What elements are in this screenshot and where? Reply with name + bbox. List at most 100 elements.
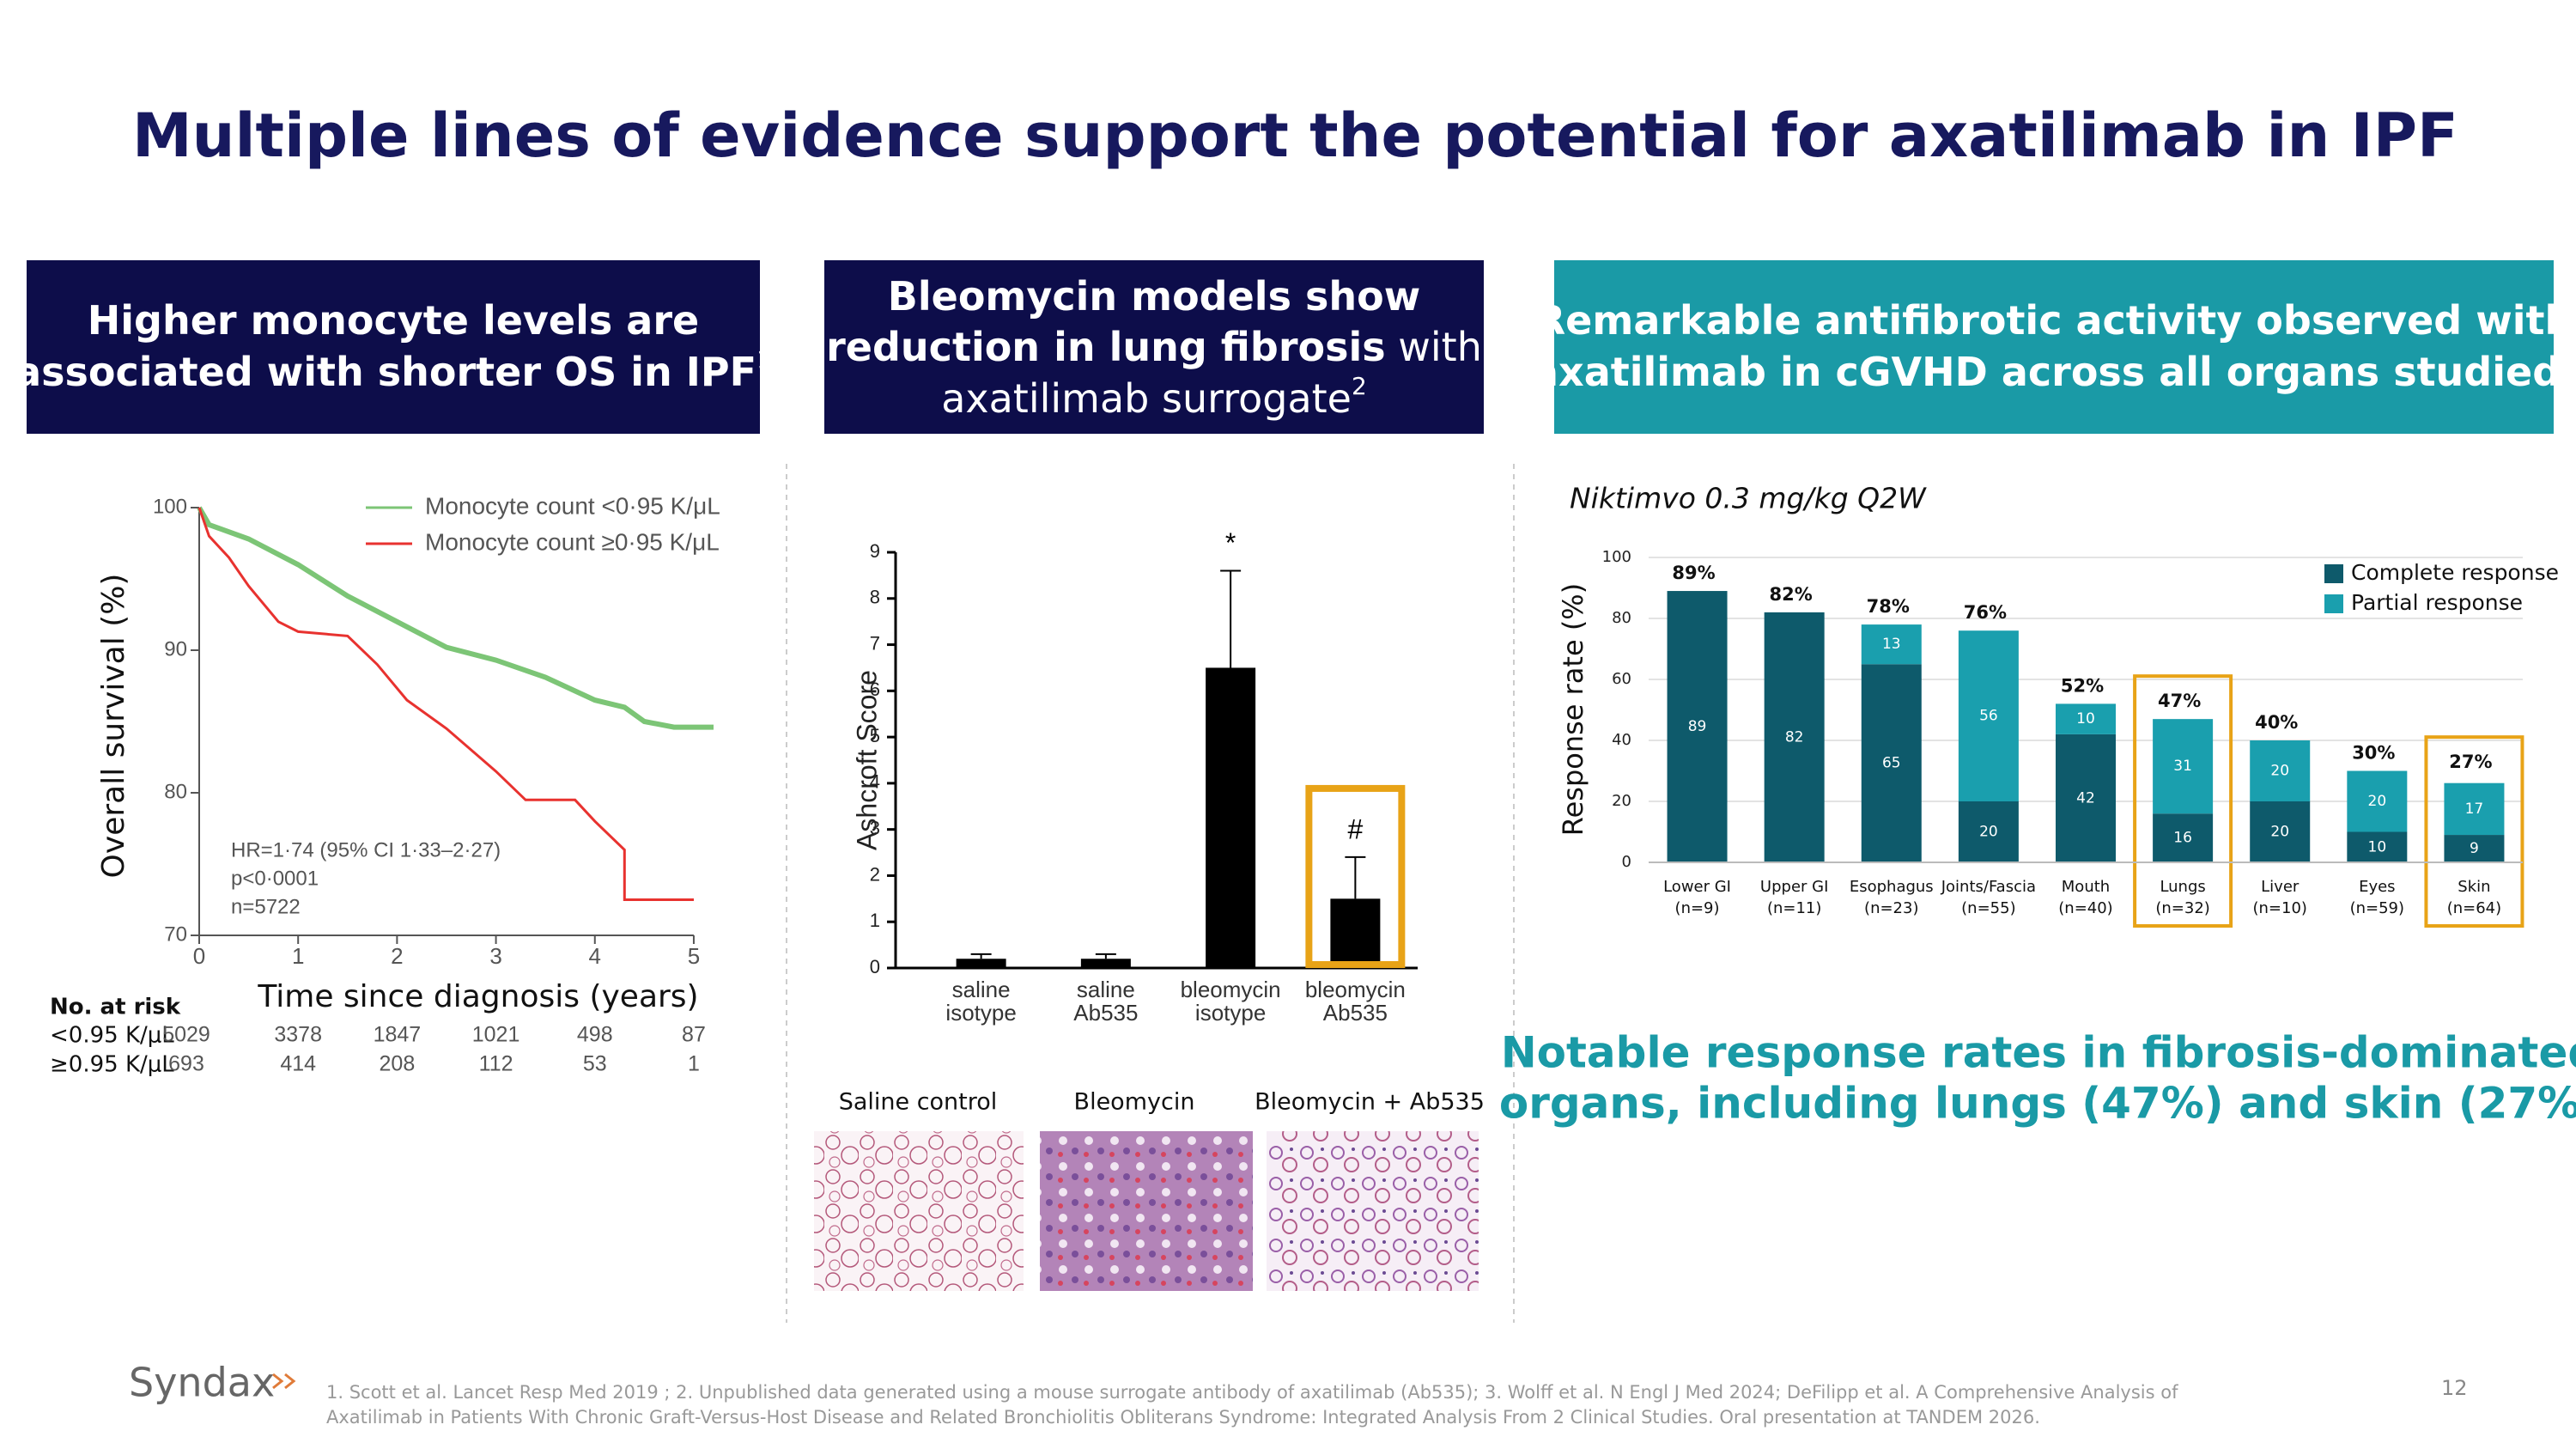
x-tick-line: Liver — [2261, 878, 2300, 896]
panel-header-line: axatilimab surrogate2 — [941, 372, 1367, 422]
y-tick-label: 40 — [1612, 731, 1631, 749]
panel-header-bg — [1554, 260, 2554, 434]
panel-header-line: Remarkable antifibrotic activity observe… — [1535, 297, 2573, 344]
y-tick-label: 80 — [164, 780, 187, 803]
x-tick-label: Liver (n=10) — [2252, 878, 2306, 917]
survival-curve — [197, 506, 714, 730]
slide-title: Multiple lines of evidence support the p… — [132, 100, 2458, 171]
y-tick-label: 0 — [1622, 853, 1631, 871]
error-bar — [1220, 569, 1242, 668]
bar-segment — [2444, 782, 2505, 836]
chart-subtitle: Niktimvo 0.3 mg/kg Q2W — [1570, 482, 1927, 515]
segment-label: 31 — [2173, 758, 2192, 775]
bar-segment — [2056, 703, 2116, 734]
y-tick-label: 5 — [870, 725, 880, 746]
panel-header-line: Higher monocyte levels are — [88, 297, 699, 344]
panel-header-line: associated with shorter OS in IPF1 — [15, 345, 772, 395]
footnote-line: 1. Scott et al. Lancet Resp Med 2019 ; 2… — [326, 1382, 2178, 1403]
x-tick-label: 5 — [688, 943, 700, 969]
x-tick-line: (n=59) — [2350, 899, 2404, 917]
error-bar — [1095, 953, 1116, 959]
y-tick-label: 60 — [1612, 670, 1631, 688]
legend-swatch — [2324, 594, 2343, 613]
bar-segment — [1764, 612, 1825, 862]
segment-label: 82 — [1785, 728, 1804, 746]
footnote-line: Axatilimab in Patients With Chronic Graf… — [326, 1407, 2040, 1428]
total-label: 76% — [1964, 602, 2007, 623]
risk-count: 208 — [380, 1052, 416, 1076]
x-tick-label: 1 — [292, 943, 304, 969]
highlight-box — [1305, 784, 1406, 969]
y-tick-label: 90 — [164, 637, 187, 661]
total-label: 52% — [2061, 675, 2104, 696]
bar-segment — [2347, 831, 2408, 862]
total-label: 78% — [1867, 596, 1910, 617]
legend-label: Partial response — [2351, 590, 2523, 615]
x-tick-line: (n=9) — [1675, 899, 1720, 917]
total-label: 40% — [2255, 712, 2298, 733]
x-tick-line: saline — [1077, 977, 1135, 1002]
x-tick-label: 4 — [589, 943, 601, 969]
risk-count: 87 — [682, 1023, 706, 1047]
bar-segment — [1958, 801, 2019, 862]
bar-segment — [2444, 835, 2505, 862]
segment-label: 9 — [2470, 840, 2479, 857]
x-tick-label: Skin (n=64) — [2447, 878, 2501, 917]
page-number: 12 — [2441, 1376, 2468, 1400]
histology-image — [1040, 1131, 1253, 1291]
x-tick-line: (n=11) — [1767, 899, 1821, 917]
segment-label: 56 — [1979, 708, 1998, 725]
bar-segment — [1861, 624, 1922, 665]
y-tick-label: 3 — [870, 817, 880, 838]
x-tick-label: bleomycin isotype — [1181, 977, 1281, 1026]
x-tick-line: (n=55) — [1961, 899, 2015, 917]
x-tick-label: saline Ab535 — [1073, 977, 1138, 1026]
bar-segment — [2250, 740, 2311, 801]
histology-image — [814, 1131, 1024, 1291]
bar — [1330, 898, 1381, 968]
y-axis-label: Response rate (%) — [1557, 583, 1589, 836]
callout-line: organs, including lungs (47%) and skin (… — [1499, 1079, 2576, 1129]
highlight-box — [2133, 674, 2233, 928]
panel-header-text: 3 — [2561, 345, 2576, 374]
risk-table-title: No. at risk — [50, 995, 181, 1020]
segment-label: 65 — [1882, 755, 1901, 772]
risk-count: 53 — [583, 1052, 607, 1076]
x-tick-line: Upper GI — [1760, 878, 1828, 896]
panel-header-text: 1 — [756, 345, 772, 374]
y-tick-label: 6 — [870, 679, 880, 700]
x-tick-label: Esophagus (n=23) — [1850, 878, 1934, 917]
y-tick-label: 20 — [1612, 792, 1631, 810]
x-tick-line: (n=23) — [1864, 899, 1918, 917]
legend-label: Monocyte count <0·95 K/μL — [425, 492, 720, 519]
annotation: p<0·0001 — [231, 867, 319, 890]
bar-segment — [1667, 591, 1728, 862]
x-tick-label: Joints/Fascia (n=55) — [1941, 878, 2036, 917]
x-tick-line: isotype — [945, 1000, 1016, 1026]
bar-segment — [2347, 770, 2408, 832]
segment-label: 17 — [2465, 801, 2484, 818]
x-tick-label: saline isotype — [945, 977, 1016, 1026]
x-tick-label: Upper GI (n=11) — [1760, 878, 1828, 917]
panel-header-line: reduction in lung fibrosis with — [826, 324, 1482, 370]
x-tick-label: Lungs (n=32) — [2155, 878, 2209, 917]
panel-header-line: axatilimab in cGVHD across all organs st… — [1532, 345, 2576, 395]
bar-segment — [2250, 801, 2311, 862]
bar-segment — [2153, 813, 2214, 862]
panel-header-bg — [27, 260, 760, 434]
x-tick-line: (n=32) — [2155, 899, 2209, 917]
y-tick-label: 70 — [164, 922, 187, 946]
x-tick-label: bleomycin Ab535 — [1305, 977, 1406, 1026]
panel-header-text: axatilimab in cGVHD across all organs st… — [1532, 349, 2561, 395]
x-tick-line: isotype — [1195, 1000, 1266, 1026]
panel-header-text: associated with shorter OS in IPF — [15, 349, 756, 395]
x-tick-label: 2 — [391, 943, 403, 969]
y-axis-label: Overall survival (%) — [96, 574, 131, 879]
risk-row-label: <0.95 K/μL — [50, 1023, 174, 1049]
total-label: 30% — [2352, 743, 2395, 764]
x-tick-line: saline — [952, 977, 1011, 1002]
survival-curve — [197, 507, 694, 901]
bar — [1080, 959, 1131, 968]
risk-count: 5029 — [162, 1023, 210, 1047]
